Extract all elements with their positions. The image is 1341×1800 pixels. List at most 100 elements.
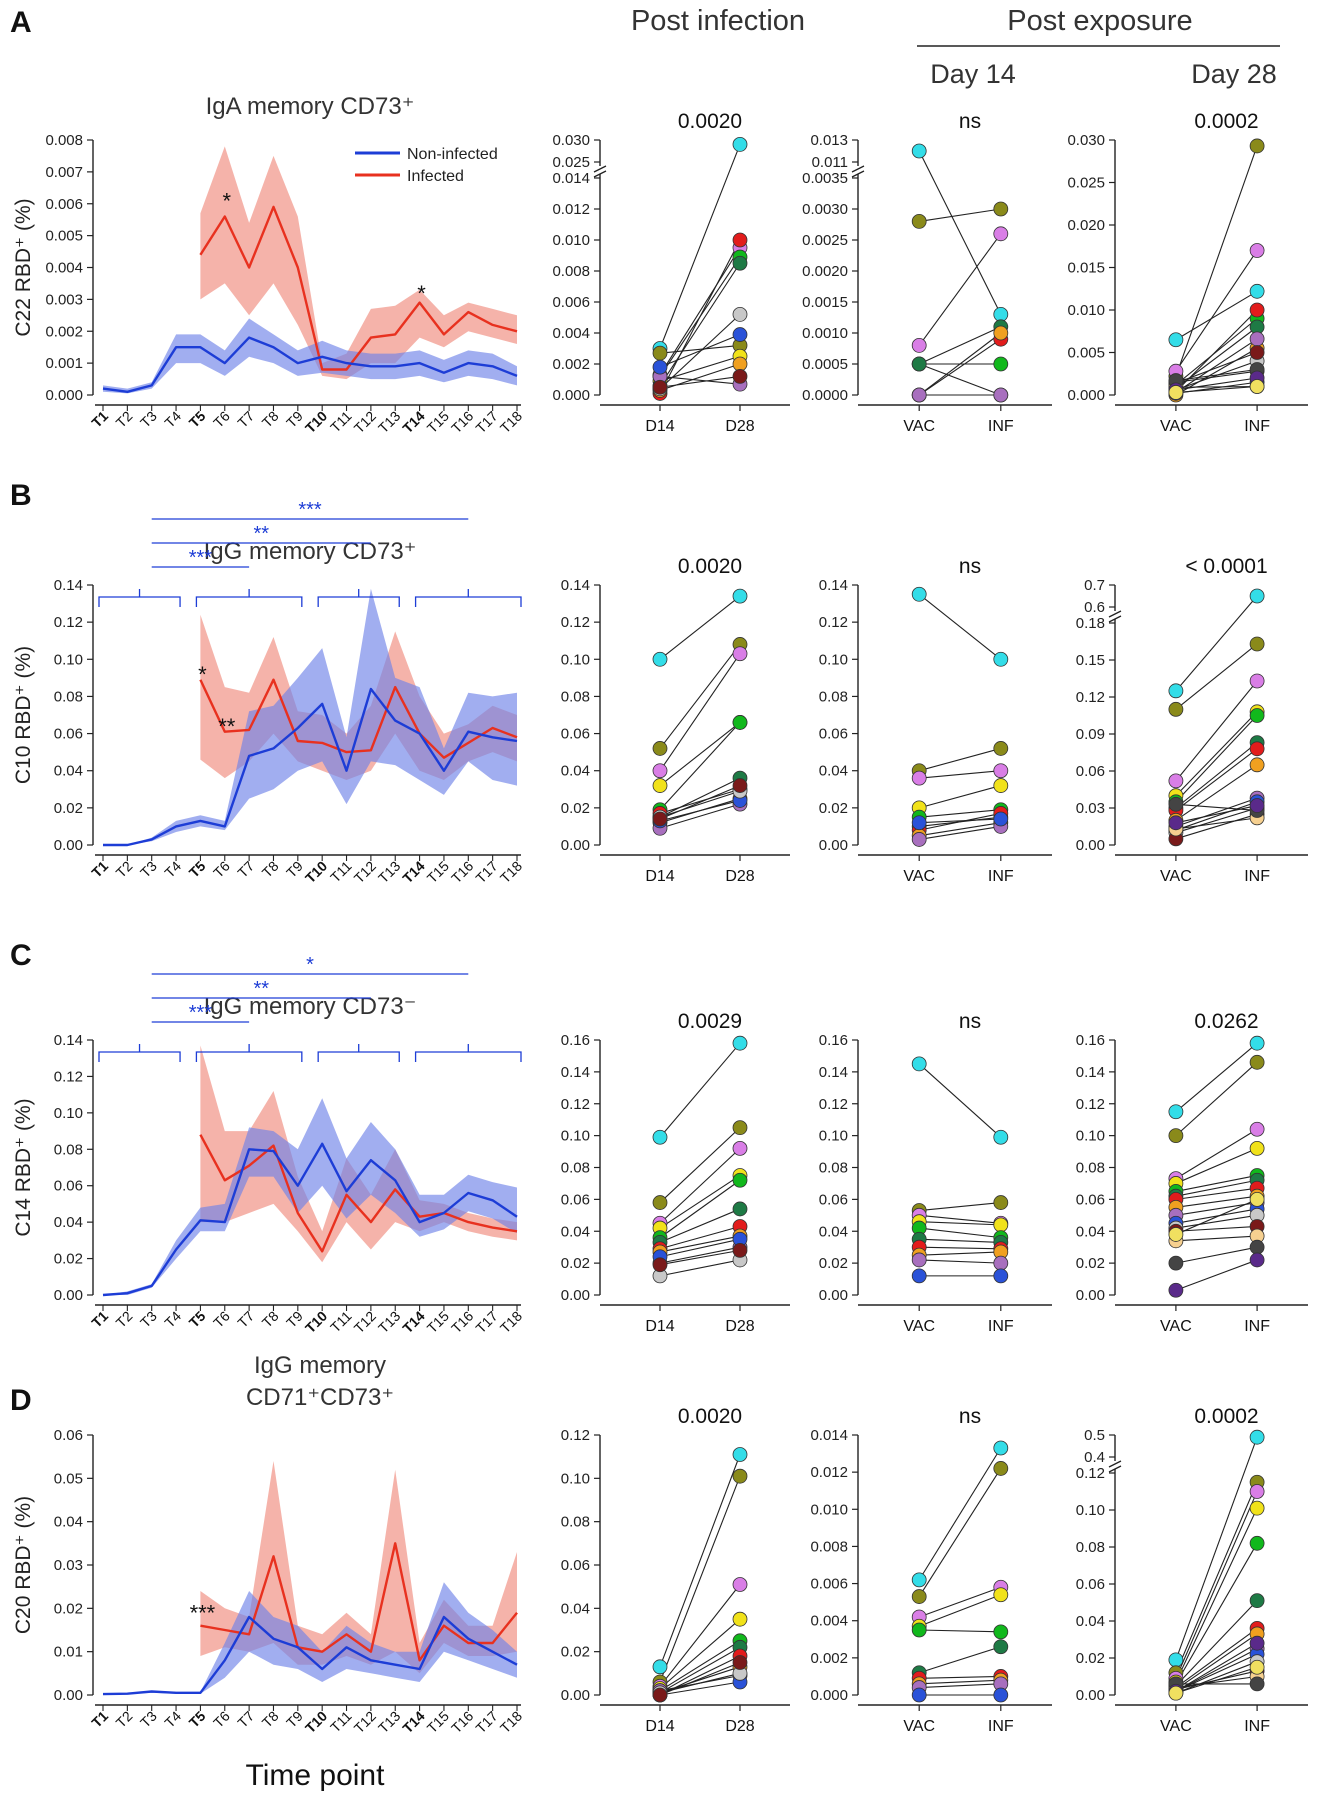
paired-plot-pvalue: 0.0020 bbox=[678, 110, 742, 133]
y-tick-label: 0.06 bbox=[561, 726, 590, 743]
paired-connector bbox=[659, 799, 741, 822]
x-tick-label: T14 bbox=[399, 408, 428, 437]
paired-point-right bbox=[1249, 1140, 1265, 1156]
paired-plot: 0.00 0.02 0.04 0.06 0.08 0.10 0.12 0.14 0.16 VAC I… bbox=[819, 1010, 1052, 1335]
y-axis-title: C14 RBD⁺ (%) bbox=[12, 1098, 35, 1236]
y-tick-label: 0.02 bbox=[561, 1644, 590, 1661]
paired-point-right bbox=[1249, 1659, 1265, 1675]
paired-point-right bbox=[732, 646, 748, 662]
x-tick-label: T7 bbox=[234, 1708, 257, 1731]
panel-C: C IgG memory CD73⁻ 0.00 0.02 0.04 0.06 0.08 0.1… bbox=[10, 939, 1308, 1336]
paired-point-right bbox=[1249, 1635, 1265, 1651]
paired-point-right bbox=[732, 1172, 748, 1188]
panel-letter: D bbox=[10, 1384, 32, 1417]
paired-point-right bbox=[732, 1468, 748, 1484]
x-tick-label: T16 bbox=[448, 1308, 477, 1337]
panel-letter: C bbox=[10, 939, 32, 972]
y-tick-label: 0.00 bbox=[819, 837, 848, 854]
header-day-14: Day 14 bbox=[930, 59, 1016, 89]
paired-connector bbox=[659, 1646, 741, 1694]
paired-plot: 0.011 0.013 0.0000 0.0005 0.0010 0.0015 0.0020… bbox=[802, 110, 1052, 435]
paired-connector bbox=[1175, 370, 1258, 383]
paired-point-right bbox=[1249, 345, 1265, 360]
paired-connector bbox=[659, 1225, 741, 1250]
paired-point-right bbox=[993, 1217, 1009, 1233]
paired-connector bbox=[1175, 1627, 1258, 1689]
paired-point-left bbox=[652, 811, 668, 827]
y-tick-label: 0.010 bbox=[552, 232, 590, 249]
timecourse-title: IgG memory CD73⁻ bbox=[204, 993, 417, 1020]
y-tick-label: 0.005 bbox=[1067, 345, 1105, 362]
y-tick-label: 0.0025 bbox=[802, 232, 848, 249]
header-day-28: Day 28 bbox=[1191, 59, 1277, 89]
noninfected-series-line bbox=[102, 336, 518, 393]
paired-connector bbox=[1175, 803, 1258, 812]
y-tick-label: 0.14 bbox=[561, 577, 590, 594]
paired-connector bbox=[1175, 807, 1258, 834]
paired-connector bbox=[1175, 385, 1258, 388]
timecourse-title-line2: CD71⁺CD73⁺ bbox=[246, 1384, 394, 1411]
paired-connector bbox=[919, 1586, 1001, 1618]
x-tick-label: T16 bbox=[448, 408, 477, 437]
paired-connector bbox=[1175, 368, 1258, 382]
paired-connector bbox=[1175, 1195, 1258, 1208]
paired-connector bbox=[919, 1202, 1001, 1212]
paired-point-right bbox=[732, 306, 748, 322]
x-tick-label: VAC bbox=[1160, 1318, 1192, 1335]
paired-connector bbox=[918, 1063, 1002, 1138]
paired-connector bbox=[659, 313, 741, 390]
paired-connector bbox=[659, 1042, 741, 1138]
x-tick-label: T13 bbox=[375, 408, 404, 437]
paired-connector bbox=[919, 1251, 1001, 1256]
paired-connector bbox=[919, 1683, 1001, 1689]
paired-connector bbox=[659, 1147, 741, 1224]
x-tick-label: INF bbox=[988, 1718, 1014, 1735]
y-tick-label: 0.00 bbox=[1076, 1687, 1105, 1704]
paired-plot-pvalue: ns bbox=[959, 1405, 981, 1428]
paired-point-right bbox=[993, 1440, 1009, 1456]
y-tick-label: 0.04 bbox=[54, 1514, 83, 1531]
paired-connector bbox=[919, 809, 1001, 818]
x-tick-label: T3 bbox=[137, 1308, 160, 1331]
paired-point-left bbox=[652, 345, 668, 361]
legend-infected-label: Infected bbox=[407, 168, 464, 185]
paired-connector bbox=[1175, 250, 1258, 372]
paired-connector bbox=[1175, 1179, 1258, 1197]
paired-point-left bbox=[1168, 796, 1184, 812]
x-tick-label: T11 bbox=[327, 858, 355, 886]
paired-plot: 0.000 0.005 0.010 0.015 0.020 0.025 0.030 VAC IN… bbox=[1067, 110, 1308, 435]
y-tick-label: 0.004 bbox=[810, 1613, 848, 1630]
x-tick-label: INF bbox=[1244, 1318, 1270, 1335]
paired-point-right bbox=[993, 387, 1009, 403]
paired-point-left bbox=[911, 337, 927, 353]
x-tick-label: T11 bbox=[327, 408, 355, 436]
paired-point-left bbox=[911, 1252, 927, 1268]
noninfected-confidence-band bbox=[103, 1582, 517, 1695]
x-tick-label: D14 bbox=[645, 868, 674, 885]
y-tick-label: 0.000 bbox=[810, 1687, 848, 1704]
y-tick-label: 0.001 bbox=[45, 355, 83, 372]
significance-annotation: * bbox=[222, 189, 231, 214]
paired-connector bbox=[659, 788, 741, 814]
paired-connector bbox=[659, 1661, 741, 1696]
paired-connector bbox=[1175, 145, 1258, 377]
paired-point-left bbox=[911, 1622, 927, 1638]
y-tick-label: 0.002 bbox=[810, 1650, 848, 1667]
x-tick-label: T1 bbox=[88, 408, 111, 431]
paired-point-left bbox=[652, 763, 668, 779]
paired-connector bbox=[659, 790, 741, 818]
paired-connector bbox=[1175, 377, 1258, 391]
timecourse-title: IgG memory bbox=[254, 1352, 386, 1379]
x-tick-label: VAC bbox=[903, 1318, 935, 1335]
paired-point-left bbox=[1168, 1104, 1184, 1120]
significance-annotation: ** bbox=[218, 714, 236, 739]
x-tick-label: T14 bbox=[399, 858, 428, 887]
x-tick-label: T17 bbox=[472, 1308, 501, 1337]
paired-point-right bbox=[732, 356, 748, 372]
panel-letter: B bbox=[10, 479, 32, 512]
x-tick-label: VAC bbox=[1160, 1718, 1192, 1735]
y-tick-label: 0.06 bbox=[1076, 1576, 1105, 1593]
paired-connector bbox=[659, 777, 741, 818]
y-tick-label: 0.06 bbox=[54, 726, 83, 743]
paired-connector bbox=[659, 1618, 741, 1689]
